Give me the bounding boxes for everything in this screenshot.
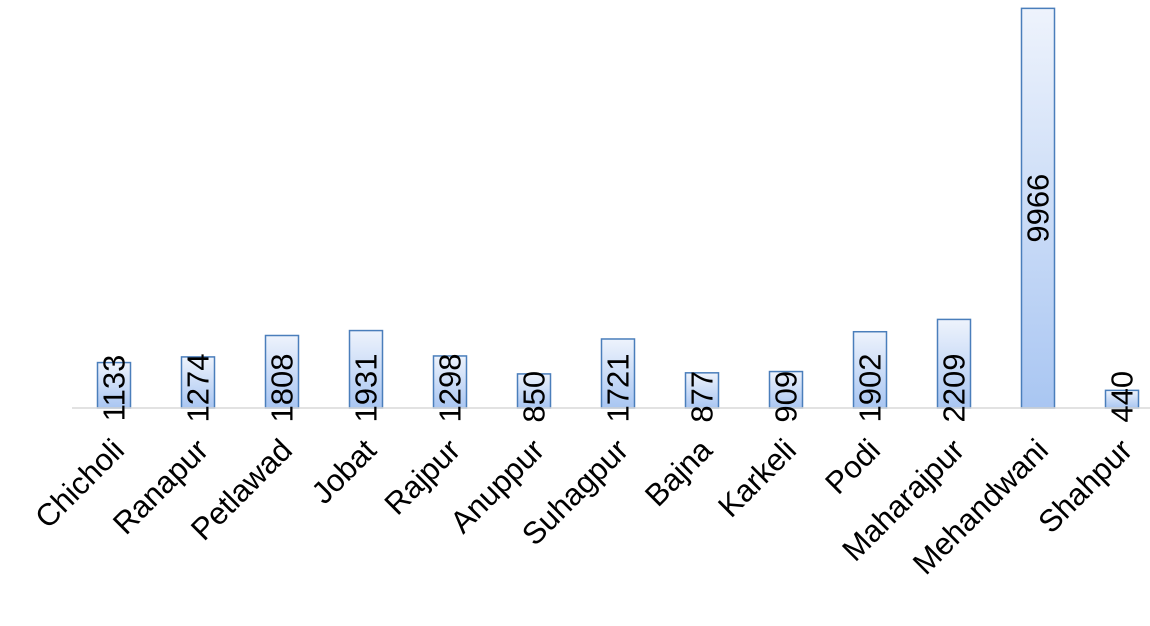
- bar-maharajpur: [936, 318, 972, 409]
- value-label-chicholi: 1133: [97, 355, 132, 422]
- category-label-podi: Podi: [818, 432, 887, 501]
- bar-anuppur: [516, 373, 552, 409]
- bars-group: [96, 7, 1140, 409]
- value-label-ranapur: 1274: [181, 354, 216, 423]
- value-label-rajpur: 1298: [433, 354, 468, 423]
- value-labels-group: 1133 1274 1808 1931 1298 850 1721 877 909 1902 220…: [97, 174, 1140, 423]
- value-label-jobat: 1931: [349, 354, 384, 423]
- category-label-shahpur: Shahpur: [1031, 432, 1139, 540]
- bar-jobat: [348, 329, 384, 409]
- value-label-suhagpur: 1721: [601, 354, 636, 423]
- bar-bajna: [684, 372, 720, 409]
- category-label-jobat: Jobat: [305, 432, 384, 511]
- value-label-anuppur: 850: [517, 371, 552, 423]
- category-label-bajna: Bajna: [638, 432, 719, 513]
- category-label-karkeli: Karkeli: [711, 432, 803, 524]
- value-label-karkeli: 909: [769, 371, 804, 423]
- value-label-mehandwani: 9966: [1021, 174, 1056, 243]
- value-label-shahpur: 440: [1105, 371, 1140, 423]
- value-label-bajna: 877: [685, 371, 720, 423]
- value-label-maharajpur: 2209: [937, 354, 972, 423]
- value-label-petlawad: 1808: [265, 354, 300, 423]
- bar-mehandwani: [1020, 7, 1056, 409]
- value-label-podi: 1902: [853, 354, 888, 423]
- bar-podi: [852, 330, 888, 409]
